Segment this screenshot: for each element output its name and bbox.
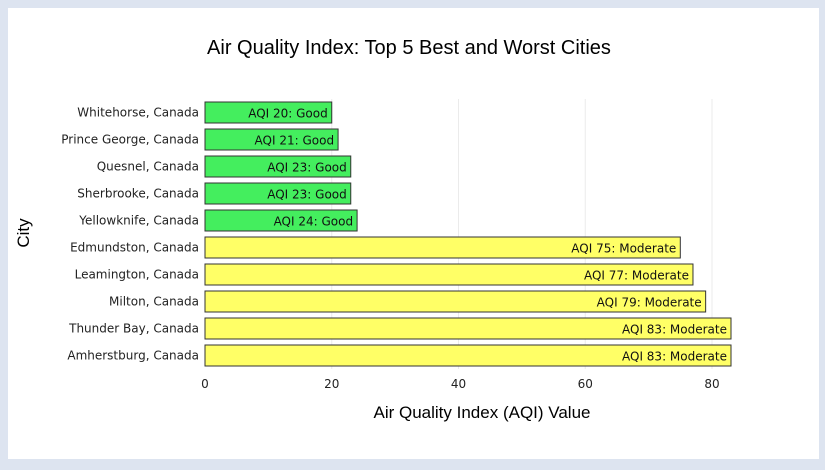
bar (204, 128, 339, 151)
x-tick-label: 20 (324, 377, 339, 391)
bar-value-label: AQI 24: Good (274, 215, 354, 229)
bar (204, 155, 352, 178)
y-axis-title: City (14, 218, 33, 248)
bar (204, 290, 707, 313)
bar (204, 263, 694, 286)
x-tick-labels: 0 20 40 60 80 (201, 377, 719, 391)
bar (204, 317, 732, 340)
y-tick-label: Amherstburg, Canada (67, 349, 199, 363)
bar-value-label: AQI 83: Moderate (622, 350, 727, 364)
bar-value-label: AQI 21: Good (255, 134, 335, 148)
x-axis-title: Air Quality Index (AQI) Value (374, 403, 591, 422)
bars: AQI 20: Good AQI 21: Good AQI 23: Good AQI … (204, 101, 732, 367)
bar-value-label: AQI 75: Moderate (571, 242, 676, 256)
y-tick-label: Yellowknife, Canada (78, 214, 199, 228)
y-tick-label: Quesnel, Canada (97, 160, 199, 174)
y-tick-labels: Whitehorse, Canada Prince George, Canada Q… (61, 106, 199, 363)
bar (204, 101, 333, 124)
y-tick-label: Milton, Canada (109, 295, 199, 309)
y-tick-label: Sherbrooke, Canada (77, 187, 199, 201)
x-tick-label: 80 (704, 377, 719, 391)
bar-value-label: AQI 83: Moderate (622, 323, 727, 337)
y-tick-label: Leamington, Canada (75, 268, 199, 282)
bar (204, 344, 732, 367)
aqi-bar-chart: Air Quality Index: Top 5 Best and Worst … (14, 37, 732, 422)
bar-value-label: AQI 77: Moderate (584, 269, 689, 283)
y-tick-label: Whitehorse, Canada (77, 106, 199, 120)
bar (204, 209, 358, 232)
bar-value-label: AQI 20: Good (248, 107, 328, 121)
bar-value-label: AQI 23: Good (267, 188, 347, 202)
x-tick-label: 60 (578, 377, 593, 391)
bar-value-label: AQI 79: Moderate (597, 296, 702, 310)
y-tick-label: Thunder Bay, Canada (68, 322, 199, 336)
chart-title: Air Quality Index: Top 5 Best and Worst … (207, 37, 611, 59)
bar (204, 236, 681, 259)
y-tick-label: Edmundston, Canada (70, 241, 199, 255)
y-tick-label: Prince George, Canada (61, 133, 199, 147)
x-tick-label: 0 (201, 377, 209, 391)
bar-value-label: AQI 23: Good (267, 161, 347, 175)
x-tick-label: 40 (451, 377, 466, 391)
chart-frame: Air Quality Index: Top 5 Best and Worst … (8, 8, 819, 459)
bar (204, 182, 352, 205)
